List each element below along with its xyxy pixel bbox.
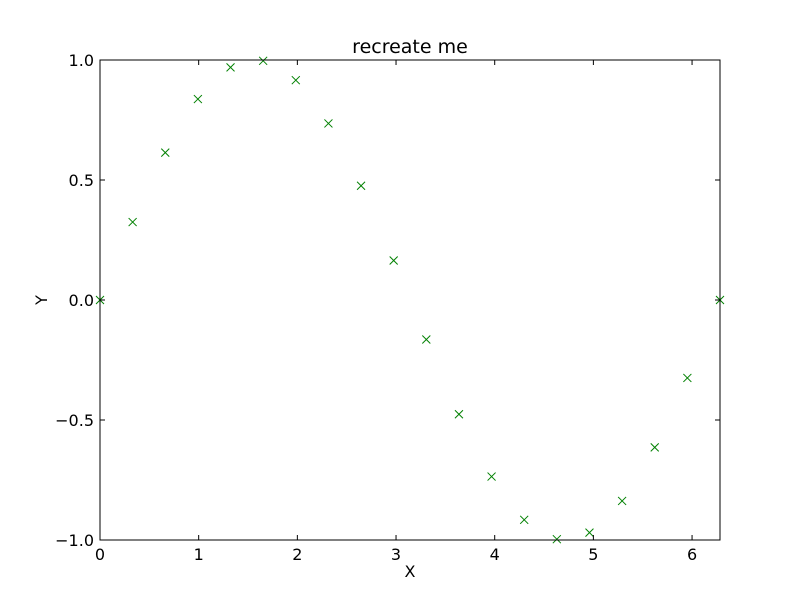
scatter-point — [650, 443, 660, 452]
x-tick-label: 4 — [490, 545, 500, 564]
scatter-point — [258, 56, 268, 66]
scatter-point — [487, 472, 496, 481]
scatter-point — [356, 181, 366, 191]
scatter-point — [552, 534, 562, 544]
scatter-point — [421, 335, 431, 344]
y-tick-label: 0.0 — [69, 291, 94, 310]
data-markers — [95, 56, 725, 544]
y-axis-label: Y — [32, 295, 51, 306]
x-tick-label: 5 — [588, 545, 598, 564]
scatter-point — [128, 217, 137, 227]
axis-ticks: 0 1 2 3 4 5 6 −1.0 −0.5 0.0 0.5 1.0 — [55, 51, 720, 564]
scatter-point — [160, 148, 170, 157]
scatter-point — [454, 409, 464, 419]
y-tick-label: 1.0 — [69, 51, 94, 70]
plot-area-frame — [99, 59, 721, 541]
scatter-point — [389, 256, 399, 265]
y-tick-label: −0.5 — [55, 411, 94, 430]
x-tick-label: 1 — [194, 545, 204, 564]
y-tick-label: −1.0 — [55, 531, 94, 550]
scatter-point — [519, 515, 529, 525]
scatter-point — [585, 528, 594, 538]
x-tick-label: 2 — [292, 545, 302, 564]
x-tick-label: 0 — [95, 545, 105, 564]
scatter-point — [324, 119, 333, 128]
x-tick-label: 3 — [391, 545, 401, 564]
scatter-point — [683, 373, 692, 383]
scatter-point — [617, 496, 627, 506]
scatter-point — [291, 75, 301, 85]
x-tick-label: 6 — [687, 545, 697, 564]
x-axis-label: X — [405, 562, 416, 581]
chart-title: recreate me — [352, 36, 468, 58]
y-tick-label: 0.5 — [69, 171, 94, 190]
scatter-point — [226, 62, 235, 72]
scatter-point — [193, 94, 203, 104]
